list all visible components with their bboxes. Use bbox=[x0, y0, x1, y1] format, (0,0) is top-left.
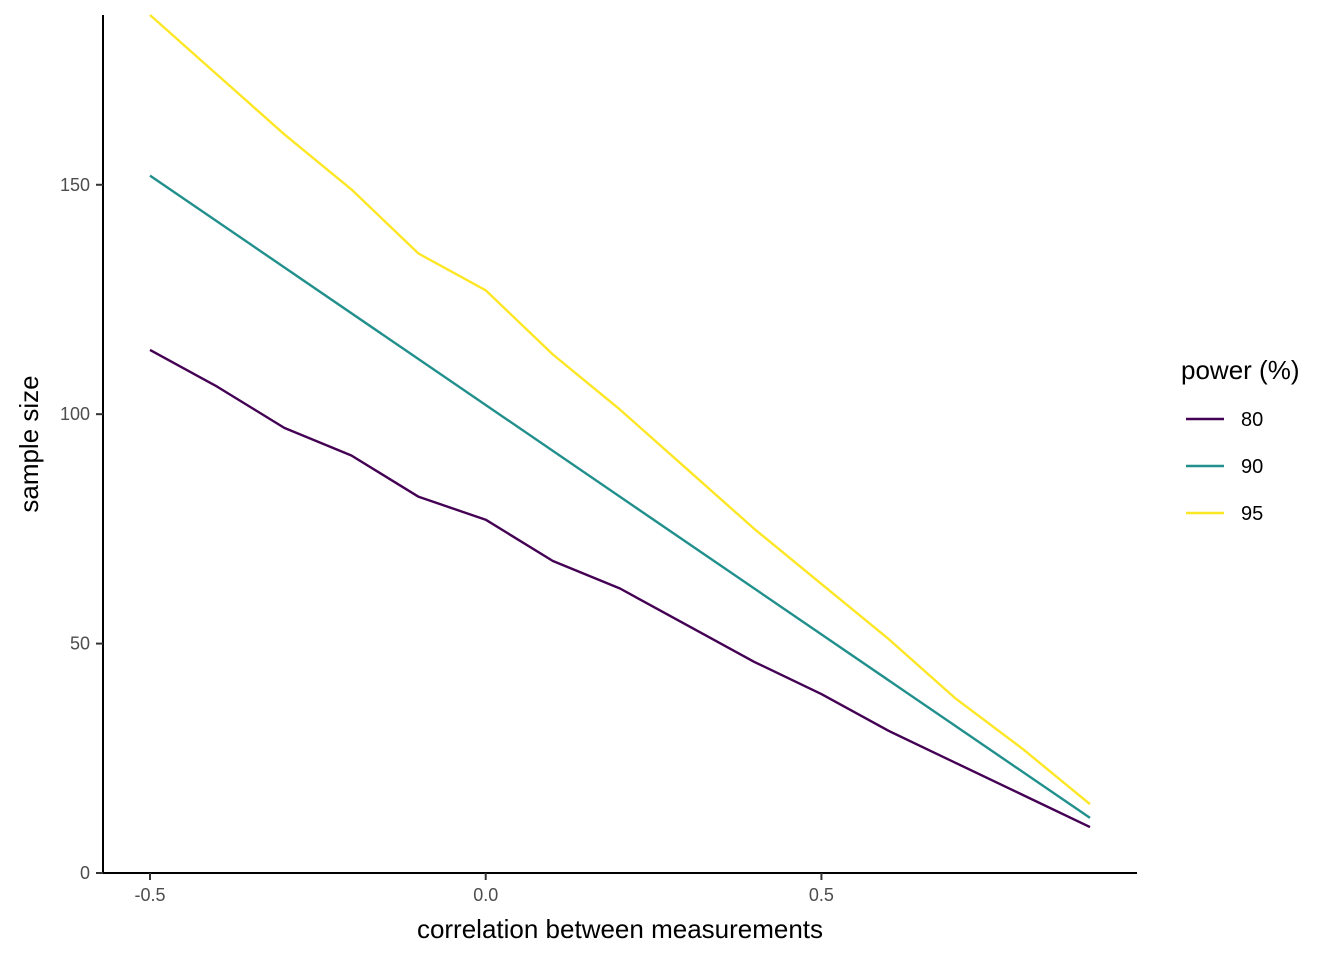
x-axis-title: correlation between measurements bbox=[417, 914, 823, 944]
series-line-95 bbox=[149, 14, 1091, 806]
legend-title: power (%) bbox=[1181, 355, 1299, 385]
y-ticks: 0 50 100 150 bbox=[60, 175, 103, 883]
legend-label-80: 80 bbox=[1241, 409, 1263, 431]
x-tick-label: 0.5 bbox=[809, 885, 834, 905]
legend-label-90: 90 bbox=[1241, 456, 1263, 478]
x-ticks: -0.5 0.0 0.5 bbox=[134, 873, 834, 905]
legend-items: 80 90 95 bbox=[1186, 409, 1263, 525]
y-axis-title: sample size bbox=[14, 375, 44, 512]
series-line-80 bbox=[149, 348, 1091, 829]
y-tick-label: 50 bbox=[70, 634, 90, 654]
series-layer bbox=[149, 14, 1091, 829]
series-line-90 bbox=[149, 174, 1091, 819]
x-tick-label: -0.5 bbox=[134, 885, 165, 905]
legend-label-95: 95 bbox=[1241, 503, 1263, 525]
legend: power (%) 80 90 95 bbox=[1181, 355, 1299, 525]
y-tick-label: 100 bbox=[60, 404, 90, 424]
y-tick-label: 150 bbox=[60, 175, 90, 195]
x-tick-label: 0.0 bbox=[473, 885, 498, 905]
y-tick-label: 0 bbox=[80, 863, 90, 883]
